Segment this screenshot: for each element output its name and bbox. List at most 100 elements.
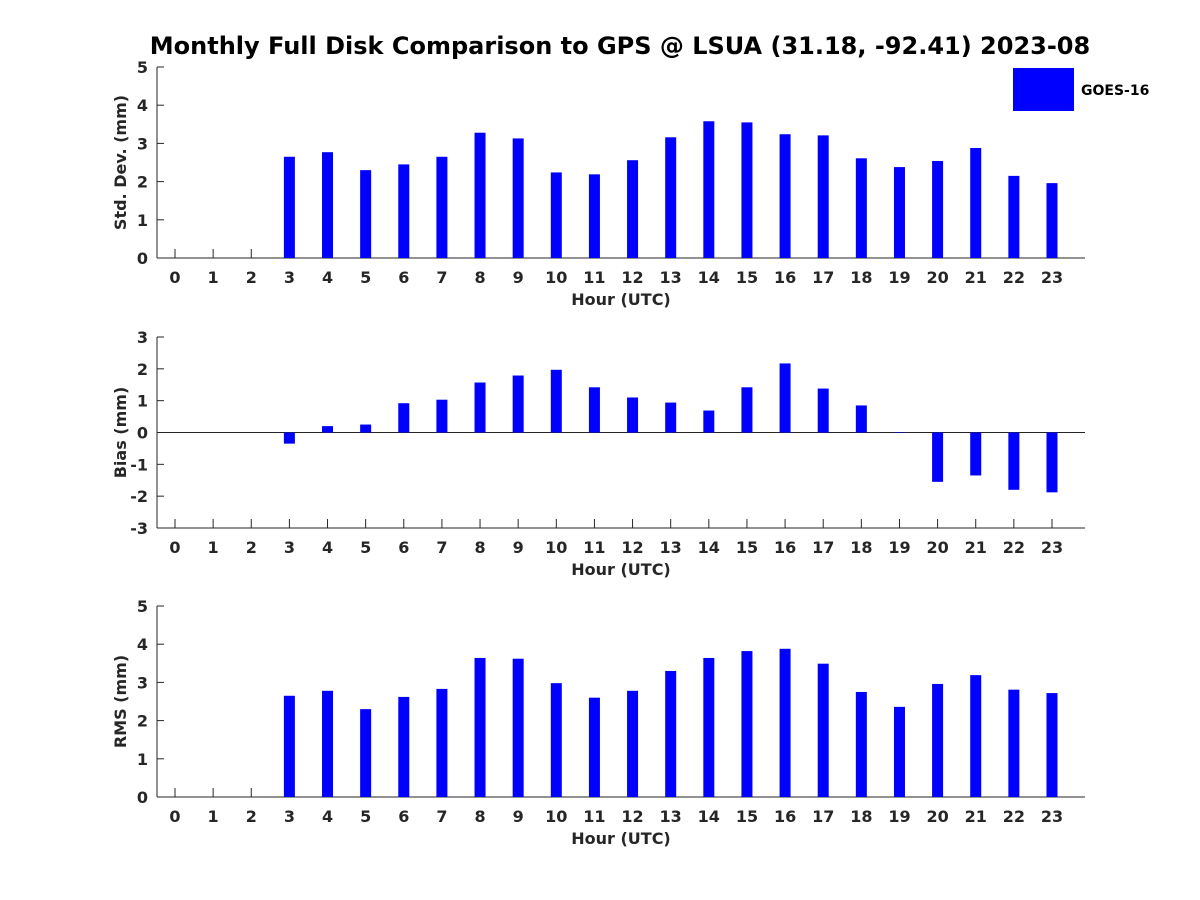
bias-x-tick-label: 1 (208, 538, 219, 557)
bias-x-tick-label: 4 (322, 538, 333, 557)
stddev-bar (779, 134, 791, 258)
rms-bar (665, 670, 677, 797)
bias-y-tick-label: -1 (130, 455, 148, 474)
bias-x-tick-label: 21 (965, 538, 987, 557)
bias-x-tick-label: 22 (1003, 538, 1025, 557)
bias-x-tick-label: 17 (812, 538, 834, 557)
bias-bar (855, 405, 867, 433)
bias-x-tick-label: 14 (698, 538, 720, 557)
bias-bar (512, 375, 524, 433)
rms-x-tick-label: 16 (774, 807, 796, 826)
rms-bar (1046, 693, 1058, 797)
stddev-x-tick-label: 11 (583, 268, 605, 287)
rms-y-tick-label: 0 (137, 788, 148, 807)
stddev-bar (817, 135, 829, 258)
bias-bar (436, 399, 448, 433)
rms-bar (474, 657, 486, 797)
rms-bar (283, 695, 295, 797)
bias-x-tick-label: 11 (583, 538, 605, 557)
bias-bar (474, 382, 486, 433)
rms-x-tick-label: 2 (246, 807, 257, 826)
rms-x-axis-label: Hour (UTC) (571, 829, 671, 848)
stddev-x-tick-label: 5 (360, 268, 371, 287)
rms-x-tick-label: 4 (322, 807, 333, 826)
stddev-bar (512, 138, 524, 258)
stddev-x-tick-label: 19 (888, 268, 910, 287)
stddev-y-axis-label: Std. Dev. (mm) (111, 95, 130, 230)
stddev-x-tick-label: 8 (474, 268, 485, 287)
stddev-x-tick-label: 18 (850, 268, 872, 287)
bias-y-tick-label: 2 (137, 360, 148, 379)
rms-x-tick-label: 12 (621, 807, 643, 826)
stddev-bar (970, 147, 982, 258)
stddev-x-tick-label: 6 (398, 268, 409, 287)
bias-bar (1046, 432, 1058, 493)
bias-bar (665, 402, 677, 433)
stddev-x-tick-label: 22 (1003, 268, 1025, 287)
stddev-bar (360, 170, 372, 258)
rms-x-tick-label: 20 (926, 807, 948, 826)
bias-x-tick-label: 12 (621, 538, 643, 557)
stddev-x-tick-label: 9 (513, 268, 524, 287)
rms-bar (550, 683, 562, 797)
rms-bar (360, 709, 372, 797)
legend-swatch (1013, 68, 1074, 111)
rms-x-tick-label: 6 (398, 807, 409, 826)
bias-bar (588, 387, 600, 433)
stddev-bar (893, 167, 905, 258)
stddev-x-tick-label: 17 (812, 268, 834, 287)
stddev-x-tick-label: 20 (926, 268, 948, 287)
bias-x-tick-label: 8 (474, 538, 485, 557)
stddev-y-tick-label: 5 (137, 58, 148, 77)
rms-x-tick-label: 19 (888, 807, 910, 826)
rms-x-tick-label: 5 (360, 807, 371, 826)
stddev-bar (703, 121, 715, 258)
bias-bar (322, 426, 334, 433)
bias-y-tick-label: 1 (137, 392, 148, 411)
stddev-y-tick-label: 3 (137, 134, 148, 153)
bias-bar (550, 369, 562, 433)
bias-x-tick-label: 13 (660, 538, 682, 557)
bias-bar (817, 388, 829, 433)
stddev-x-tick-label: 21 (965, 268, 987, 287)
bias-x-tick-label: 19 (888, 538, 910, 557)
rms-x-tick-label: 1 (208, 807, 219, 826)
stddev-x-axis-label: Hour (UTC) (571, 290, 671, 309)
bias-y-tick-label: 3 (137, 328, 148, 347)
bias-bar (360, 424, 372, 433)
rms-x-tick-label: 8 (474, 807, 485, 826)
bias-y-tick-label: 0 (137, 424, 148, 443)
stddev-bar (1046, 183, 1058, 258)
rms-bar (893, 706, 905, 797)
rms-x-tick-label: 15 (736, 807, 758, 826)
rms-bar (322, 690, 334, 797)
stddev-bar (436, 156, 448, 258)
rms-bar (627, 690, 639, 797)
rms-x-tick-label: 23 (1041, 807, 1063, 826)
bias-x-tick-label: 3 (284, 538, 295, 557)
bias-x-tick-label: 0 (169, 538, 180, 557)
rms-y-tick-label: 3 (137, 673, 148, 692)
bias-x-tick-label: 7 (436, 538, 447, 557)
rms-bar (703, 657, 715, 797)
rms-x-tick-label: 14 (698, 807, 720, 826)
stddev-x-tick-label: 3 (284, 268, 295, 287)
bias-x-tick-label: 9 (513, 538, 524, 557)
rms-x-tick-label: 21 (965, 807, 987, 826)
stddev-bar (283, 156, 295, 258)
stddev-y-tick-label: 0 (137, 249, 148, 268)
stddev-bar (398, 164, 410, 258)
bias-x-tick-label: 10 (545, 538, 567, 557)
rms-bar (970, 675, 982, 797)
bias-bar (893, 432, 905, 433)
rms-x-tick-label: 7 (436, 807, 447, 826)
rms-bar (1008, 689, 1020, 797)
rms-y-tick-label: 5 (137, 597, 148, 616)
stddev-bar (741, 122, 753, 258)
legend: GOES-16 (1013, 68, 1149, 111)
bias-x-tick-label: 15 (736, 538, 758, 557)
